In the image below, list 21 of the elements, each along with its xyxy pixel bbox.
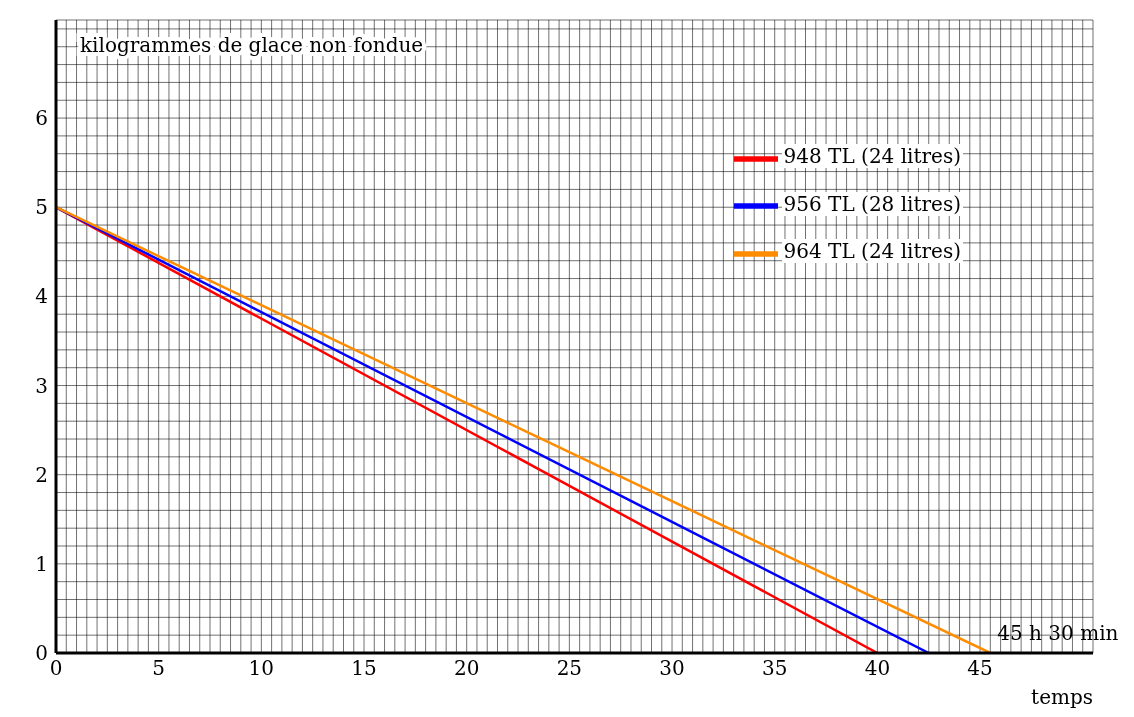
x-axis-title: temps (1031, 685, 1093, 709)
x-tick-label: 25 (556, 656, 583, 681)
y-tick-label: 4 (35, 284, 48, 309)
legend-label: 964 TL (24 litres) (781, 239, 963, 263)
annotation: 45 h 30 min (997, 621, 1119, 645)
x-tick-label: 5 (152, 656, 166, 681)
x-tick-label: 45 (967, 656, 993, 681)
y-tick-label: 3 (35, 373, 48, 398)
y-tick-label: 5 (35, 195, 48, 220)
x-tick-label: 30 (659, 656, 685, 681)
legend-label: 948 TL (24 litres) (781, 144, 963, 168)
x-tick-label: 20 (453, 656, 480, 681)
x-tick-label: 35 (761, 656, 788, 681)
x-tick-label: 10 (248, 656, 275, 681)
y-tick-label: 1 (35, 551, 48, 576)
x-tick-label: 40 (864, 656, 891, 681)
x-tick-label: 15 (351, 656, 377, 681)
y-tick-label: 2 (35, 462, 48, 487)
y-tick-label: 6 (35, 106, 48, 131)
y-axis-title: kilogrammes de glace non fondue (80, 33, 424, 58)
legend-label: 956 TL (28 litres) (781, 191, 963, 216)
